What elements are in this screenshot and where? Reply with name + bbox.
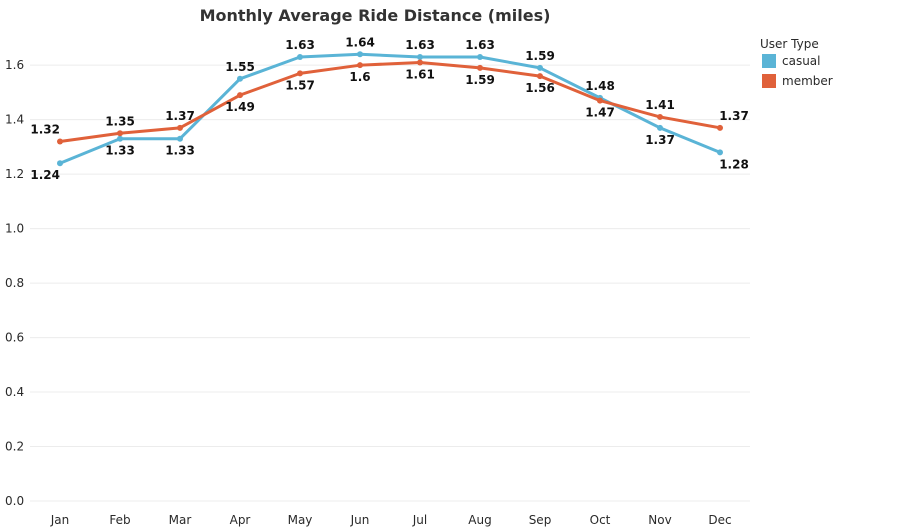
x-tick-label: May [288, 513, 313, 527]
x-axis-ticks: Jan Feb Mar Apr May Jun Jul Aug Sep Oct Nov Dec [50, 513, 732, 527]
x-tick-label: Jul [412, 513, 427, 527]
data-point-casual [57, 160, 63, 167]
chart-title: Monthly Average Ride Distance (miles) [200, 6, 551, 25]
data-point-casual [297, 54, 303, 61]
series-line-casual [59, 52, 721, 165]
data-point-casual [717, 149, 723, 156]
data-point-member [717, 124, 723, 131]
data-point-member [297, 70, 303, 77]
data-point-member [417, 59, 423, 66]
data-label-member: 1.32 [30, 122, 60, 136]
legend-title: User Type [760, 37, 819, 51]
data-label-casual: 1.33 [105, 144, 135, 158]
data-label-casual: 1.24 [30, 168, 60, 182]
y-tick-label: 1.4 [5, 113, 24, 127]
data-label-member: 1.6 [349, 70, 370, 84]
x-tick-label: Apr [230, 513, 251, 527]
x-tick-label: Aug [468, 513, 491, 527]
data-label-casual: 1.64 [345, 35, 375, 49]
data-point-casual [657, 124, 663, 131]
x-tick-label: Sep [529, 513, 552, 527]
y-tick-label: 1.0 [5, 222, 24, 236]
y-tick-label: 0.4 [5, 385, 24, 399]
x-tick-label: Oct [590, 513, 611, 527]
data-point-casual [417, 54, 423, 61]
data-point-member [117, 130, 123, 137]
legend-label-member: member [782, 74, 833, 88]
data-label-casual: 1.37 [645, 133, 675, 147]
data-label-casual: 1.63 [405, 38, 435, 52]
data-point-member [177, 124, 183, 131]
data-label-member: 1.35 [105, 114, 135, 128]
data-point-casual [357, 51, 363, 58]
data-point-member [537, 73, 543, 80]
data-label-member: 1.49 [225, 100, 255, 114]
data-label-member: 1.56 [525, 81, 555, 95]
data-point-member [357, 62, 363, 69]
data-label-member: 1.37 [719, 109, 749, 123]
data-label-casual: 1.28 [719, 157, 749, 171]
data-point-member [657, 113, 663, 120]
data-label-member: 1.59 [465, 73, 495, 87]
legend: User Type casual member [760, 37, 833, 88]
y-tick-label: 0.0 [5, 494, 24, 508]
x-tick-label: Feb [109, 513, 130, 527]
data-point-casual [537, 64, 543, 71]
data-point-member [477, 64, 483, 71]
data-label-member: 1.57 [285, 78, 315, 92]
data-label-casual: 1.48 [585, 79, 615, 93]
data-label-member: 1.37 [165, 109, 195, 123]
data-labels: 1.24 1.32 1.33 1.35 1.33 1.37 1.55 1.49 1.63 1.57… [30, 35, 748, 182]
y-tick-label: 1.6 [5, 58, 24, 72]
data-label-member: 1.41 [645, 98, 675, 112]
x-tick-label: Jan [50, 513, 70, 527]
data-point-member [57, 138, 63, 145]
y-axis-ticks: 0.0 0.2 0.4 0.6 0.8 1.0 1.2 1.4 1.6 [5, 58, 24, 508]
data-label-casual: 1.63 [285, 38, 315, 52]
data-label-casual: 1.59 [525, 49, 555, 63]
y-tick-label: 1.2 [5, 167, 24, 181]
data-point-casual [237, 75, 243, 82]
legend-swatch-casual [762, 54, 776, 68]
y-tick-label: 0.6 [5, 331, 24, 345]
series-line-member [59, 60, 721, 143]
data-point-casual [117, 135, 123, 142]
data-point-member [597, 97, 603, 104]
data-label-casual: 1.63 [465, 38, 495, 52]
legend-swatch-member [762, 74, 776, 88]
x-tick-label: Nov [648, 513, 671, 527]
x-tick-label: Jun [350, 513, 370, 527]
data-label-member: 1.47 [585, 106, 615, 120]
data-point-member [237, 92, 243, 99]
y-tick-label: 0.8 [5, 276, 24, 290]
data-label-casual: 1.33 [165, 144, 195, 158]
y-tick-label: 0.2 [5, 440, 24, 454]
legend-label-casual: casual [782, 54, 821, 68]
data-label-member: 1.61 [405, 67, 435, 81]
series-layer [57, 51, 723, 167]
x-tick-label: Mar [169, 513, 192, 527]
data-point-casual [177, 135, 183, 142]
x-tick-label: Dec [708, 513, 731, 527]
data-label-casual: 1.55 [225, 60, 255, 74]
data-point-casual [477, 54, 483, 61]
